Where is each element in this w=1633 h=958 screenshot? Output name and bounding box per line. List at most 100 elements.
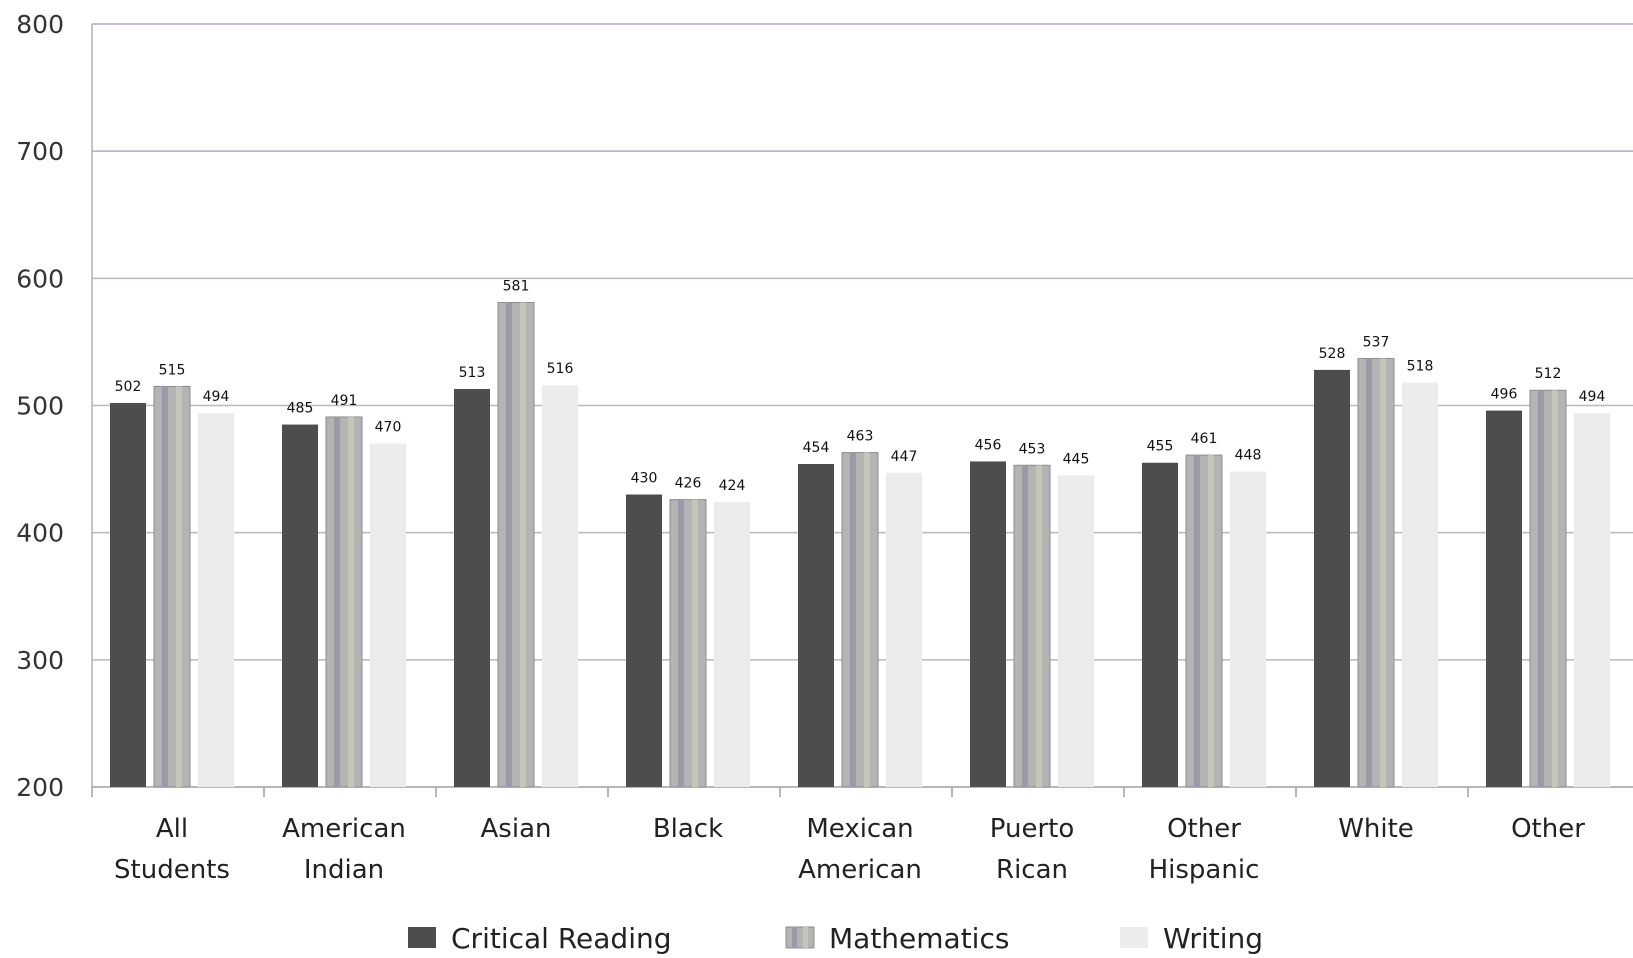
y-tick-label: 600 — [16, 264, 64, 293]
bar-writing — [1058, 475, 1094, 787]
legend-swatch-stripe — [792, 927, 797, 948]
x-tick-label: White — [1338, 814, 1414, 844]
bar-mathematics — [1357, 357, 1395, 788]
data-label: 512 — [1535, 366, 1562, 382]
x-tick-label: All — [156, 814, 188, 844]
data-label: 494 — [1579, 389, 1606, 405]
data-label: 485 — [287, 401, 314, 417]
x-tick-label: Other — [1511, 814, 1585, 844]
legend-swatch — [408, 927, 436, 948]
bar-stripe — [850, 452, 856, 787]
bar-writing — [198, 413, 234, 787]
bar-mathematics — [153, 385, 191, 788]
data-label: 448 — [1235, 448, 1262, 464]
x-tick-label: Indian — [304, 855, 384, 885]
bars — [110, 301, 1610, 788]
legend-label: Critical Reading — [451, 922, 672, 955]
data-label: 537 — [1363, 334, 1390, 350]
data-label: 516 — [547, 361, 574, 377]
legend-swatch-stripe — [803, 927, 808, 948]
bar-stripe — [1538, 390, 1544, 787]
bar-mathematics — [1529, 389, 1567, 788]
bar-writing — [886, 472, 922, 787]
y-tick-label: 500 — [16, 392, 64, 421]
bar-stripe — [1022, 465, 1028, 787]
x-tick-label: Hispanic — [1149, 855, 1260, 885]
x-tick-label: Students — [114, 855, 230, 885]
bar-mathematics — [841, 452, 879, 788]
bar-stripe — [864, 452, 870, 787]
x-tick-label: Rican — [996, 855, 1068, 885]
bar-critical-reading — [1142, 462, 1178, 787]
legend-label: Writing — [1163, 922, 1263, 955]
data-label: 453 — [1019, 441, 1046, 457]
bar-writing — [370, 443, 406, 787]
bar-stripe — [1380, 358, 1386, 787]
legend-swatch — [785, 926, 815, 949]
bar-critical-reading — [110, 402, 146, 787]
data-label: 502 — [115, 379, 142, 395]
data-label: 528 — [1319, 346, 1346, 362]
data-label: 470 — [375, 420, 402, 436]
y-tick-label: 400 — [16, 519, 64, 548]
bar-critical-reading — [454, 388, 490, 787]
bar-writing — [1402, 382, 1438, 787]
x-tick-label: Puerto — [990, 814, 1075, 844]
bar-critical-reading — [1314, 369, 1350, 787]
data-label: 455 — [1147, 439, 1174, 455]
data-label: 445 — [1063, 451, 1090, 467]
bar-critical-reading — [626, 494, 662, 787]
y-tick-label: 800 — [16, 10, 64, 39]
x-tick-label: American — [282, 814, 406, 844]
bar-writing — [1230, 471, 1266, 787]
bar-critical-reading — [970, 461, 1006, 787]
legend: Critical Reading Mathematics Writing — [408, 922, 1263, 955]
bar-mathematics — [1013, 464, 1051, 788]
x-tick-label: American — [798, 855, 922, 885]
data-label: 461 — [1191, 431, 1218, 447]
data-label: 447 — [891, 449, 918, 465]
bar-critical-reading — [282, 424, 318, 787]
data-label: 515 — [159, 362, 186, 378]
data-label: 426 — [675, 476, 702, 492]
x-tick-label: Asian — [481, 814, 552, 844]
bar-mathematics — [497, 301, 535, 788]
data-labels: 502 515 494 485 491 470 513 581 516 430 426 424 454 4… — [115, 278, 1606, 494]
bar-stripe — [162, 386, 168, 787]
data-label: 513 — [459, 365, 486, 381]
data-label: 430 — [631, 471, 658, 487]
bar-stripe — [1036, 465, 1042, 787]
bar-stripe — [520, 302, 526, 787]
bar-stripe — [506, 302, 512, 787]
bar-stripe — [692, 499, 698, 787]
x-tick-label: Black — [653, 814, 723, 844]
data-label: 454 — [803, 440, 830, 456]
bar-stripe — [348, 416, 354, 787]
bar-writing — [1574, 413, 1610, 787]
bar-critical-reading — [798, 463, 834, 787]
bar-stripe — [1208, 455, 1214, 787]
bar-stripe — [176, 386, 182, 787]
bar-mathematics — [669, 499, 707, 788]
legend-swatch — [1120, 927, 1148, 948]
bar-mathematics — [1185, 454, 1223, 788]
bar-stripe — [1552, 390, 1558, 787]
bar-stripe — [1194, 455, 1200, 787]
bar-stripe — [678, 499, 684, 787]
bar-writing — [714, 502, 750, 787]
bar-writing — [542, 385, 578, 787]
legend-label: Mathematics — [829, 922, 1009, 955]
bar-critical-reading — [1486, 410, 1522, 787]
y-tick-label: 200 — [16, 773, 64, 802]
bar-stripe — [1366, 358, 1372, 787]
x-tick-label: Other — [1167, 814, 1241, 844]
data-label: 496 — [1491, 387, 1518, 403]
y-tick-label: 700 — [16, 137, 64, 166]
data-label: 494 — [203, 389, 230, 405]
data-label: 491 — [331, 393, 358, 409]
bar-mathematics — [325, 416, 363, 788]
data-label: 463 — [847, 429, 874, 445]
y-tick-label: 300 — [16, 646, 64, 675]
data-label: 518 — [1407, 359, 1434, 375]
